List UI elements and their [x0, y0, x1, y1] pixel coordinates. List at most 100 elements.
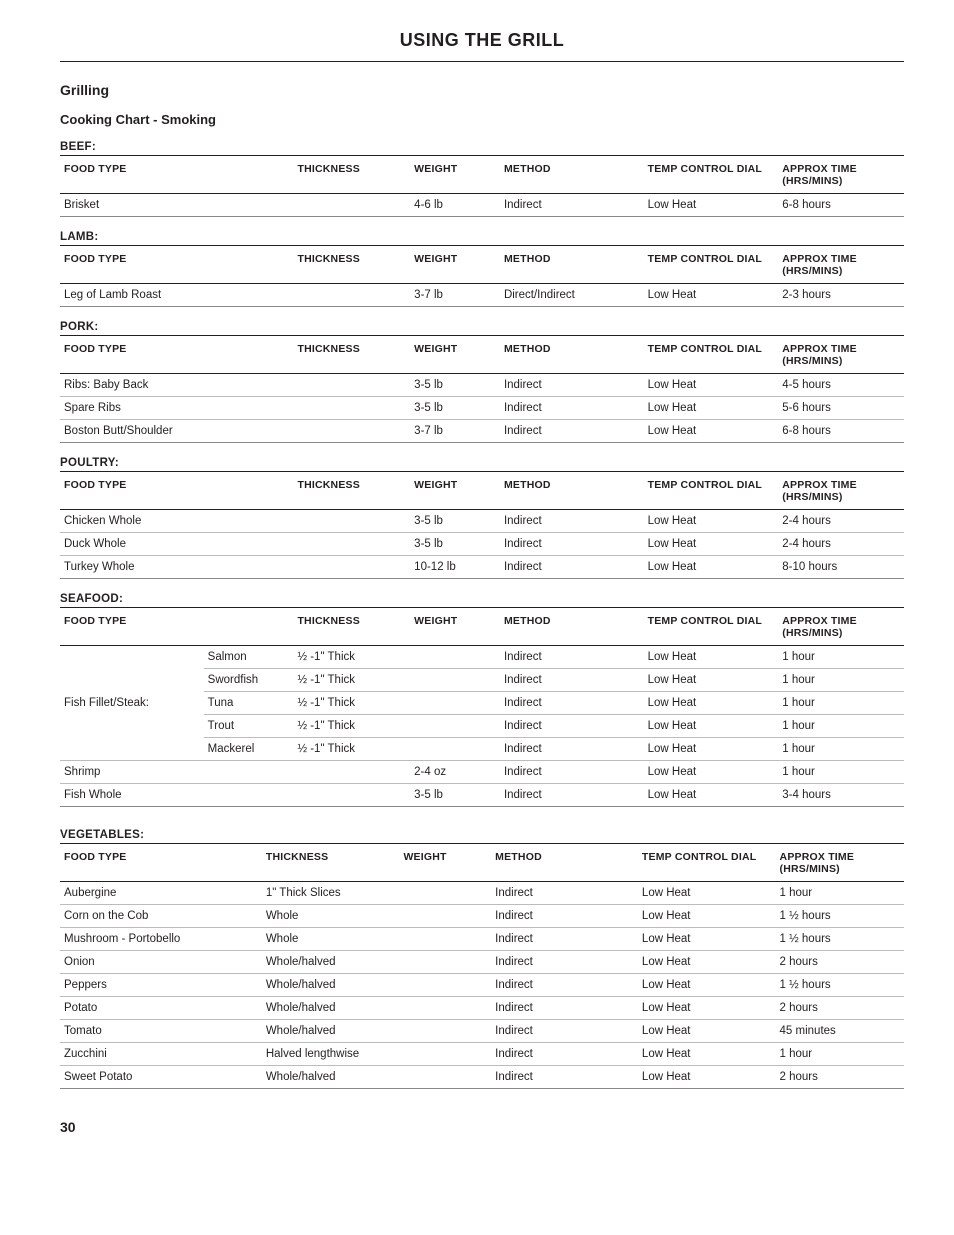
th-thick: THICKNESS [262, 844, 400, 882]
table-header-row: FOOD TYPE THICKNESS WEIGHT METHOD TEMP C… [60, 844, 904, 882]
cell-meth: Indirect [500, 784, 644, 807]
table-row: Spare Ribs 3-5 lb Indirect Low Heat 5-6 … [60, 397, 904, 420]
cell-wt: 3-5 lb [410, 784, 500, 807]
cell-wt [410, 692, 500, 715]
page-number: 30 [60, 1119, 904, 1135]
category-beef: BEEF: [60, 141, 904, 153]
category-lamb: LAMB: [60, 231, 904, 243]
cell-time: 1 hour [778, 738, 904, 761]
cell-thick [293, 556, 410, 579]
cell-thick: Halved lengthwise [262, 1043, 400, 1066]
cell-meth: Direct/Indirect [500, 284, 644, 307]
th-food: FOOD TYPE [60, 844, 262, 882]
cell-time: 1 hour [778, 715, 904, 738]
cell-temp: Low Heat [644, 284, 779, 307]
cell-time: 2-4 hours [778, 510, 904, 533]
table-row: Mushroom - PortobelloWholeIndirectLow He… [60, 928, 904, 951]
cell-thick: Whole/halved [262, 951, 400, 974]
cell-meth: Indirect [491, 928, 638, 951]
cell-thick: ½ -1" Thick [293, 692, 410, 715]
cell-wt [399, 882, 491, 905]
cell-wt [399, 928, 491, 951]
cell-temp: Low Heat [638, 1066, 776, 1089]
cell-wt [399, 905, 491, 928]
table-pork: FOOD TYPE THICKNESS WEIGHT METHOD TEMP C… [60, 335, 904, 443]
cell-food: Chicken Whole [60, 510, 293, 533]
table-row: PeppersWhole/halvedIndirectLow Heat1 ½ h… [60, 974, 904, 997]
cell-temp: Low Heat [638, 951, 776, 974]
cell-meth: Indirect [491, 882, 638, 905]
cell-group [60, 738, 204, 761]
table-row: Leg of Lamb Roast 3-7 lb Direct/Indirect… [60, 284, 904, 307]
cell-meth: Indirect [500, 669, 644, 692]
cell-thick: Whole/halved [262, 997, 400, 1020]
cell-food: Aubergine [60, 882, 262, 905]
cell-time: 45 minutes [776, 1020, 904, 1043]
cell-wt: 3-7 lb [410, 420, 500, 443]
cell-temp: Low Heat [638, 997, 776, 1020]
th-thick: THICKNESS [293, 336, 410, 374]
th-wt: WEIGHT [410, 156, 500, 194]
th-time: APPROX TIME (HRS/MINS) [778, 472, 904, 510]
cell-food: Peppers [60, 974, 262, 997]
cell-wt: 4-6 lb [410, 194, 500, 217]
page-title: USING THE GRILL [60, 30, 904, 51]
th-food: FOOD TYPE [60, 336, 293, 374]
table-row: Turkey Whole 10-12 lb Indirect Low Heat … [60, 556, 904, 579]
cell-temp: Low Heat [644, 420, 779, 443]
th-food: FOOD TYPE [60, 246, 293, 284]
cell-meth: Indirect [500, 646, 644, 669]
table-row: PotatoWhole/halvedIndirectLow Heat2 hour… [60, 997, 904, 1020]
cell-time: 1 hour [778, 646, 904, 669]
cell-temp: Low Heat [644, 397, 779, 420]
table-row: Boston Butt/Shoulder 3-7 lb Indirect Low… [60, 420, 904, 443]
table-lamb: FOOD TYPE THICKNESS WEIGHT METHOD TEMP C… [60, 245, 904, 307]
cell-group [60, 669, 204, 692]
cell-food: Shrimp [60, 761, 293, 784]
cell-thick [293, 397, 410, 420]
cell-thick [293, 284, 410, 307]
cell-temp: Low Heat [644, 669, 779, 692]
cell-sub: Tuna [204, 692, 294, 715]
cell-time: 1 ½ hours [776, 928, 904, 951]
table-row: TomatoWhole/halvedIndirectLow Heat45 min… [60, 1020, 904, 1043]
cell-temp: Low Heat [644, 194, 779, 217]
th-time: APPROX TIME (HRS/MINS) [778, 336, 904, 374]
cell-wt: 2-4 oz [410, 761, 500, 784]
cell-meth: Indirect [500, 738, 644, 761]
th-temp: TEMP CONTROL DIAL [644, 336, 779, 374]
table-row: Chicken Whole 3-5 lb Indirect Low Heat 2… [60, 510, 904, 533]
cell-meth: Indirect [500, 533, 644, 556]
th-wt: WEIGHT [410, 608, 500, 646]
cell-time: 1 ½ hours [776, 905, 904, 928]
table-row: Duck Whole 3-5 lb Indirect Low Heat 2-4 … [60, 533, 904, 556]
cell-temp: Low Heat [644, 738, 779, 761]
cell-temp: Low Heat [638, 1043, 776, 1066]
th-food: FOOD TYPE [60, 608, 293, 646]
th-food: FOOD TYPE [60, 472, 293, 510]
th-meth: METHOD [500, 156, 644, 194]
table-header-row: FOOD TYPE THICKNESS WEIGHT METHOD TEMP C… [60, 472, 904, 510]
cell-wt: 3-5 lb [410, 374, 500, 397]
table-header-row: FOOD TYPE THICKNESS WEIGHT METHOD TEMP C… [60, 246, 904, 284]
cell-wt [410, 646, 500, 669]
cell-temp: Low Heat [644, 510, 779, 533]
th-wt: WEIGHT [410, 336, 500, 374]
th-temp: TEMP CONTROL DIAL [644, 472, 779, 510]
cell-wt: 3-5 lb [410, 510, 500, 533]
table-row: ZucchiniHalved lengthwiseIndirectLow Hea… [60, 1043, 904, 1066]
th-thick: THICKNESS [293, 608, 410, 646]
table-row: Shrimp 2-4 oz Indirect Low Heat 1 hour [60, 761, 904, 784]
cell-food: Potato [60, 997, 262, 1020]
cell-temp: Low Heat [644, 784, 779, 807]
th-meth: METHOD [500, 472, 644, 510]
cell-thick: ½ -1" Thick [293, 738, 410, 761]
cell-wt [410, 738, 500, 761]
th-thick: THICKNESS [293, 246, 410, 284]
cell-thick [293, 761, 410, 784]
cell-thick: 1" Thick Slices [262, 882, 400, 905]
cell-time: 1 ½ hours [776, 974, 904, 997]
cell-temp: Low Heat [638, 1020, 776, 1043]
cell-meth: Indirect [491, 1066, 638, 1089]
cell-temp: Low Heat [638, 882, 776, 905]
